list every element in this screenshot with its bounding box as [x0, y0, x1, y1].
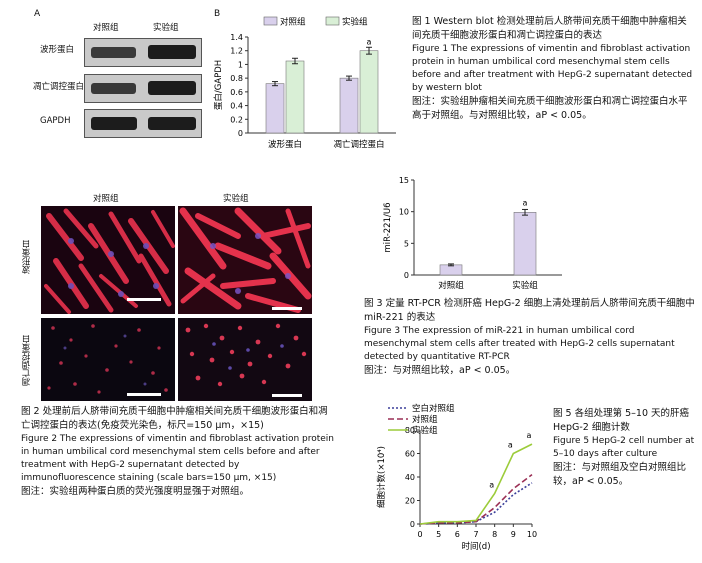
panel-letter-a: A [34, 9, 41, 19]
blot-strip-fap [84, 74, 202, 103]
legend-swatch [325, 16, 340, 26]
blot-col-label-experiment: 实验组 [153, 23, 179, 33]
significance-label: a [523, 198, 528, 207]
bar [339, 77, 359, 134]
fig2-row-label-vimentin: 波形蛋白 [22, 240, 32, 274]
if-image-fap-experiment [178, 318, 312, 401]
fig3-caption-title-cn: 图 3 定量 RT-PCR 检测肝癌 HepG-2 细胞上清处理前后人脐带间充质… [364, 298, 695, 323]
x-tick-label: 波形蛋白 [268, 139, 302, 150]
y-tick-label: 0.6 [230, 88, 243, 97]
blot-band [148, 81, 196, 95]
bar [513, 211, 537, 276]
blot-band [91, 83, 136, 94]
blot-band [91, 47, 136, 58]
x-tick-label: 对照组 [438, 280, 464, 291]
fig5-caption-title-en: Figure 5 HepG-2 cell number at 5–10 days… [553, 436, 695, 459]
x-tick-label: 实验组 [512, 280, 538, 291]
bar [265, 83, 285, 134]
fig2-col-label-experiment: 实验组 [223, 194, 249, 204]
x-tick-label: 9 [511, 530, 516, 539]
series-line [419, 474, 533, 525]
significance-label: a [489, 480, 494, 489]
fig2-row-label-fap: 凋亡调控蛋白 [22, 335, 32, 386]
fig1-caption: 图 1 Western blot 检测处理前后人脐带间充质干细胞中肿瘤相关间充质… [412, 15, 696, 122]
x-tick-label: 6 [455, 530, 460, 539]
panel-letter-b: B [214, 9, 221, 19]
if-image-vimentin-control [41, 206, 175, 314]
blot-strip-gapdh [84, 109, 202, 138]
if-image-vimentin-experiment [178, 206, 312, 314]
series-line [419, 443, 533, 525]
legend-swatch [263, 16, 278, 26]
fig1-caption-title-cn: 图 1 Western blot 检测处理前后人脐带间充质干细胞中肿瘤相关间充质… [412, 16, 687, 41]
y-tick-label: 0.8 [230, 74, 243, 83]
fig5-caption-note: 图注：与对照组及空白对照组比较，aP < 0.05。 [553, 462, 687, 487]
y-tick-label: 1.2 [230, 47, 243, 56]
x-tick-label: 8 [492, 530, 497, 539]
y-tick-label: 0.4 [230, 102, 243, 111]
blot-row-label-gapdh: GAPDH [40, 116, 71, 126]
fig3-caption-note: 图注：与对照组比较，aP < 0.05。 [364, 365, 516, 376]
legend-label: 实验组 [412, 425, 438, 436]
y-tick-label: 0.2 [230, 115, 243, 124]
y-tick-label: 20 [405, 497, 415, 506]
y-tick-label: 1 [238, 60, 243, 69]
legend-label: 空白对照组 [412, 403, 455, 414]
x-axis-label: 时间(d) [461, 541, 490, 552]
if-image-fap-control [41, 318, 175, 401]
significance-label: a [508, 441, 513, 450]
fig3-caption-title-en: Figure 3 The expression of miR-221 in hu… [364, 326, 675, 362]
fig5-caption-title-cn: 图 5 各组处理第 5–10 天的肝癌 HepG-2 细胞计数 [553, 408, 690, 433]
fig2-caption-note: 图注：实验组两种蛋白质的荧光强度明显强于对照组。 [21, 486, 250, 497]
fig5-caption: 图 5 各组处理第 5–10 天的肝癌 HepG-2 细胞计数 Figure 5… [553, 407, 699, 488]
y-tick-label: 10 [399, 208, 409, 217]
x-tick-label: 5 [436, 530, 441, 539]
fig2-caption-title-cn: 图 2 处理前后人脐带间充质干细胞中肿瘤相关间充质干细胞波形蛋白和凋亡调控蛋白的… [21, 406, 328, 431]
fig3-caption: 图 3 定量 RT-PCR 检测肝癌 HepG-2 细胞上清处理前后人脐带间充质… [364, 297, 696, 378]
bar [285, 60, 305, 134]
y-tick-label: 60 [405, 450, 415, 459]
legend-label: 对照组 [280, 17, 306, 28]
blot-strip-vimentin [84, 38, 202, 67]
y-tick-label: 80 [405, 426, 415, 435]
blot-band [148, 117, 196, 130]
x-tick-label: 10 [527, 530, 537, 539]
y-tick-label: 15 [399, 176, 409, 185]
fig2-caption-title-en: Figure 2 The expressions of vimentin and… [21, 434, 335, 483]
fig2-col-label-control: 对照组 [93, 194, 119, 204]
y-tick-label: 0 [238, 129, 243, 138]
y-tick-label: 5 [404, 239, 409, 248]
y-tick-label: 0 [410, 520, 415, 529]
bar [359, 50, 379, 134]
y-axis-label: miR-221/U6 [383, 203, 393, 253]
x-tick-label: 7 [473, 530, 478, 539]
significance-label: a [367, 37, 372, 46]
y-axis-label: 细胞计数(×10⁴) [376, 446, 387, 508]
significance-label: a [527, 431, 532, 440]
blot-row-label-vimentin: 波形蛋白 [40, 45, 75, 55]
blot-row-label-fap: 凋亡调控蛋白 [33, 82, 85, 92]
fig3-bar-chart: 0 5 10 15 miR-221/U6 对照组 实验组 a [383, 176, 562, 291]
bar [439, 264, 463, 276]
fig5-line-chart: 0 20 40 60 80 0 5 6 7 8 9 10 时间(d) 细胞计数(×10⁴) 空白对照组对照组… [376, 403, 537, 552]
blot-band [148, 45, 196, 59]
fig2-caption: 图 2 处理前后人脐带间充质干细胞中肿瘤相关间充质干细胞波形蛋白和凋亡调控蛋白的… [21, 405, 336, 499]
fig1-caption-title-en: Figure 1 The expressions of vimentin and… [412, 44, 693, 93]
y-tick-label: 1.4 [230, 33, 243, 42]
legend-label: 实验组 [342, 17, 368, 28]
y-tick-label: 0 [404, 271, 409, 280]
x-tick-label: 凋亡调控蛋白 [333, 139, 384, 150]
series-line [419, 482, 533, 525]
x-tick-label: 0 [417, 530, 422, 539]
y-tick-label: 40 [405, 473, 415, 482]
legend-label: 对照组 [412, 414, 438, 425]
blot-band [91, 117, 137, 130]
y-axis-label: 蛋白/GAPDH [213, 60, 224, 110]
fig1-caption-note: 图注：实验组肿瘤相关间充质干细胞波形蛋白和凋亡调控蛋白水平高于对照组。与对照组比… [412, 96, 688, 121]
blot-col-label-control: 对照组 [93, 23, 119, 33]
